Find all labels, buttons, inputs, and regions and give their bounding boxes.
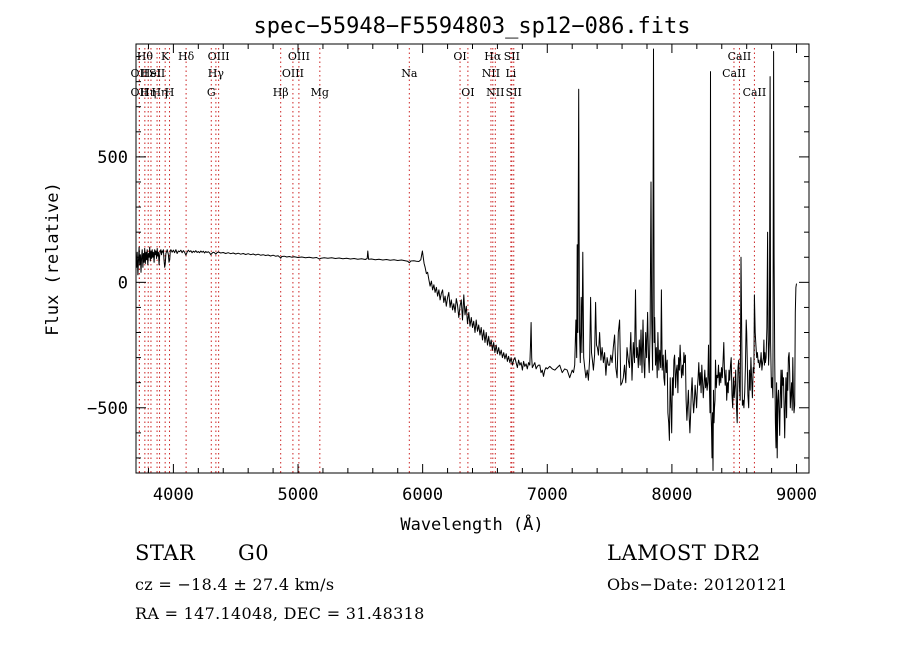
line-label: OII: [131, 86, 149, 99]
plot-frame: [135, 43, 810, 474]
redshift-velocity: cz = −18.4 ± 27.4 km/s: [135, 575, 335, 594]
line-label: Hα: [484, 50, 502, 63]
y-axis-label: Flux (relative): [43, 182, 63, 336]
line-label: OIII: [282, 67, 304, 80]
line-label: Hθ: [137, 50, 154, 63]
line-label: Mg: [311, 86, 329, 99]
line-label: OII: [131, 67, 149, 80]
line-label: OI: [453, 50, 466, 63]
line-label: SII: [504, 50, 520, 63]
line-label: CaII: [743, 86, 767, 99]
x-tick-label: 4000: [153, 485, 194, 505]
line-label: K: [161, 50, 170, 63]
line-label: G: [207, 86, 216, 99]
line-label: Hη: [140, 86, 156, 99]
survey-name: LAMOST DR2: [607, 541, 761, 565]
sky-coordinates: RA = 147.14048, DEC = 31.48318: [135, 604, 425, 623]
axes: 4000 5000 6000 7000 8000 9000 −500 0 500: [87, 43, 817, 505]
x-tick-label: 7000: [527, 485, 568, 505]
line-label: CaII: [728, 50, 752, 63]
object-class: STAR: [135, 541, 196, 565]
observation-date: Obs−Date: 20120121: [607, 575, 788, 594]
line-label: Hδ: [178, 50, 195, 63]
y-tick-label: 500: [97, 148, 128, 168]
y-tick-label: −500: [87, 399, 128, 419]
line-label: SII: [506, 86, 522, 99]
line-label: H: [165, 86, 175, 99]
chart-title: spec−55948−F5594803_sp12−086.fits: [253, 14, 690, 39]
x-tick-label: 9000: [776, 485, 817, 505]
line-label: NII: [486, 86, 504, 99]
line-label: CaII: [722, 67, 746, 80]
x-tick-label: 6000: [402, 485, 443, 505]
x-axis-label: Wavelength (Å): [400, 513, 543, 535]
line-label: Hη: [151, 86, 167, 99]
line-markers: [138, 48, 755, 473]
x-tick-label: 5000: [278, 485, 319, 505]
object-subclass: G0: [238, 541, 270, 565]
line-label: NII: [482, 67, 500, 80]
line-label: HeI: [141, 67, 161, 80]
line-label: Na: [401, 67, 418, 80]
line-label: OIII: [288, 50, 310, 63]
line-label: SII: [149, 67, 165, 80]
y-tick-label: 0: [118, 273, 128, 293]
x-tick-label: 8000: [651, 485, 692, 505]
line-label: Hγ: [208, 67, 225, 80]
line-label: OIII: [208, 50, 230, 63]
line-labels: OIIOIIHθHηHeISIIHηKHHδGHγOIIIHβOIIIOIIIM…: [131, 50, 767, 99]
line-label: OI: [461, 86, 474, 99]
spectrum-line: [135, 48, 797, 471]
line-label: Li: [505, 67, 516, 80]
line-label: Hβ: [273, 86, 289, 99]
